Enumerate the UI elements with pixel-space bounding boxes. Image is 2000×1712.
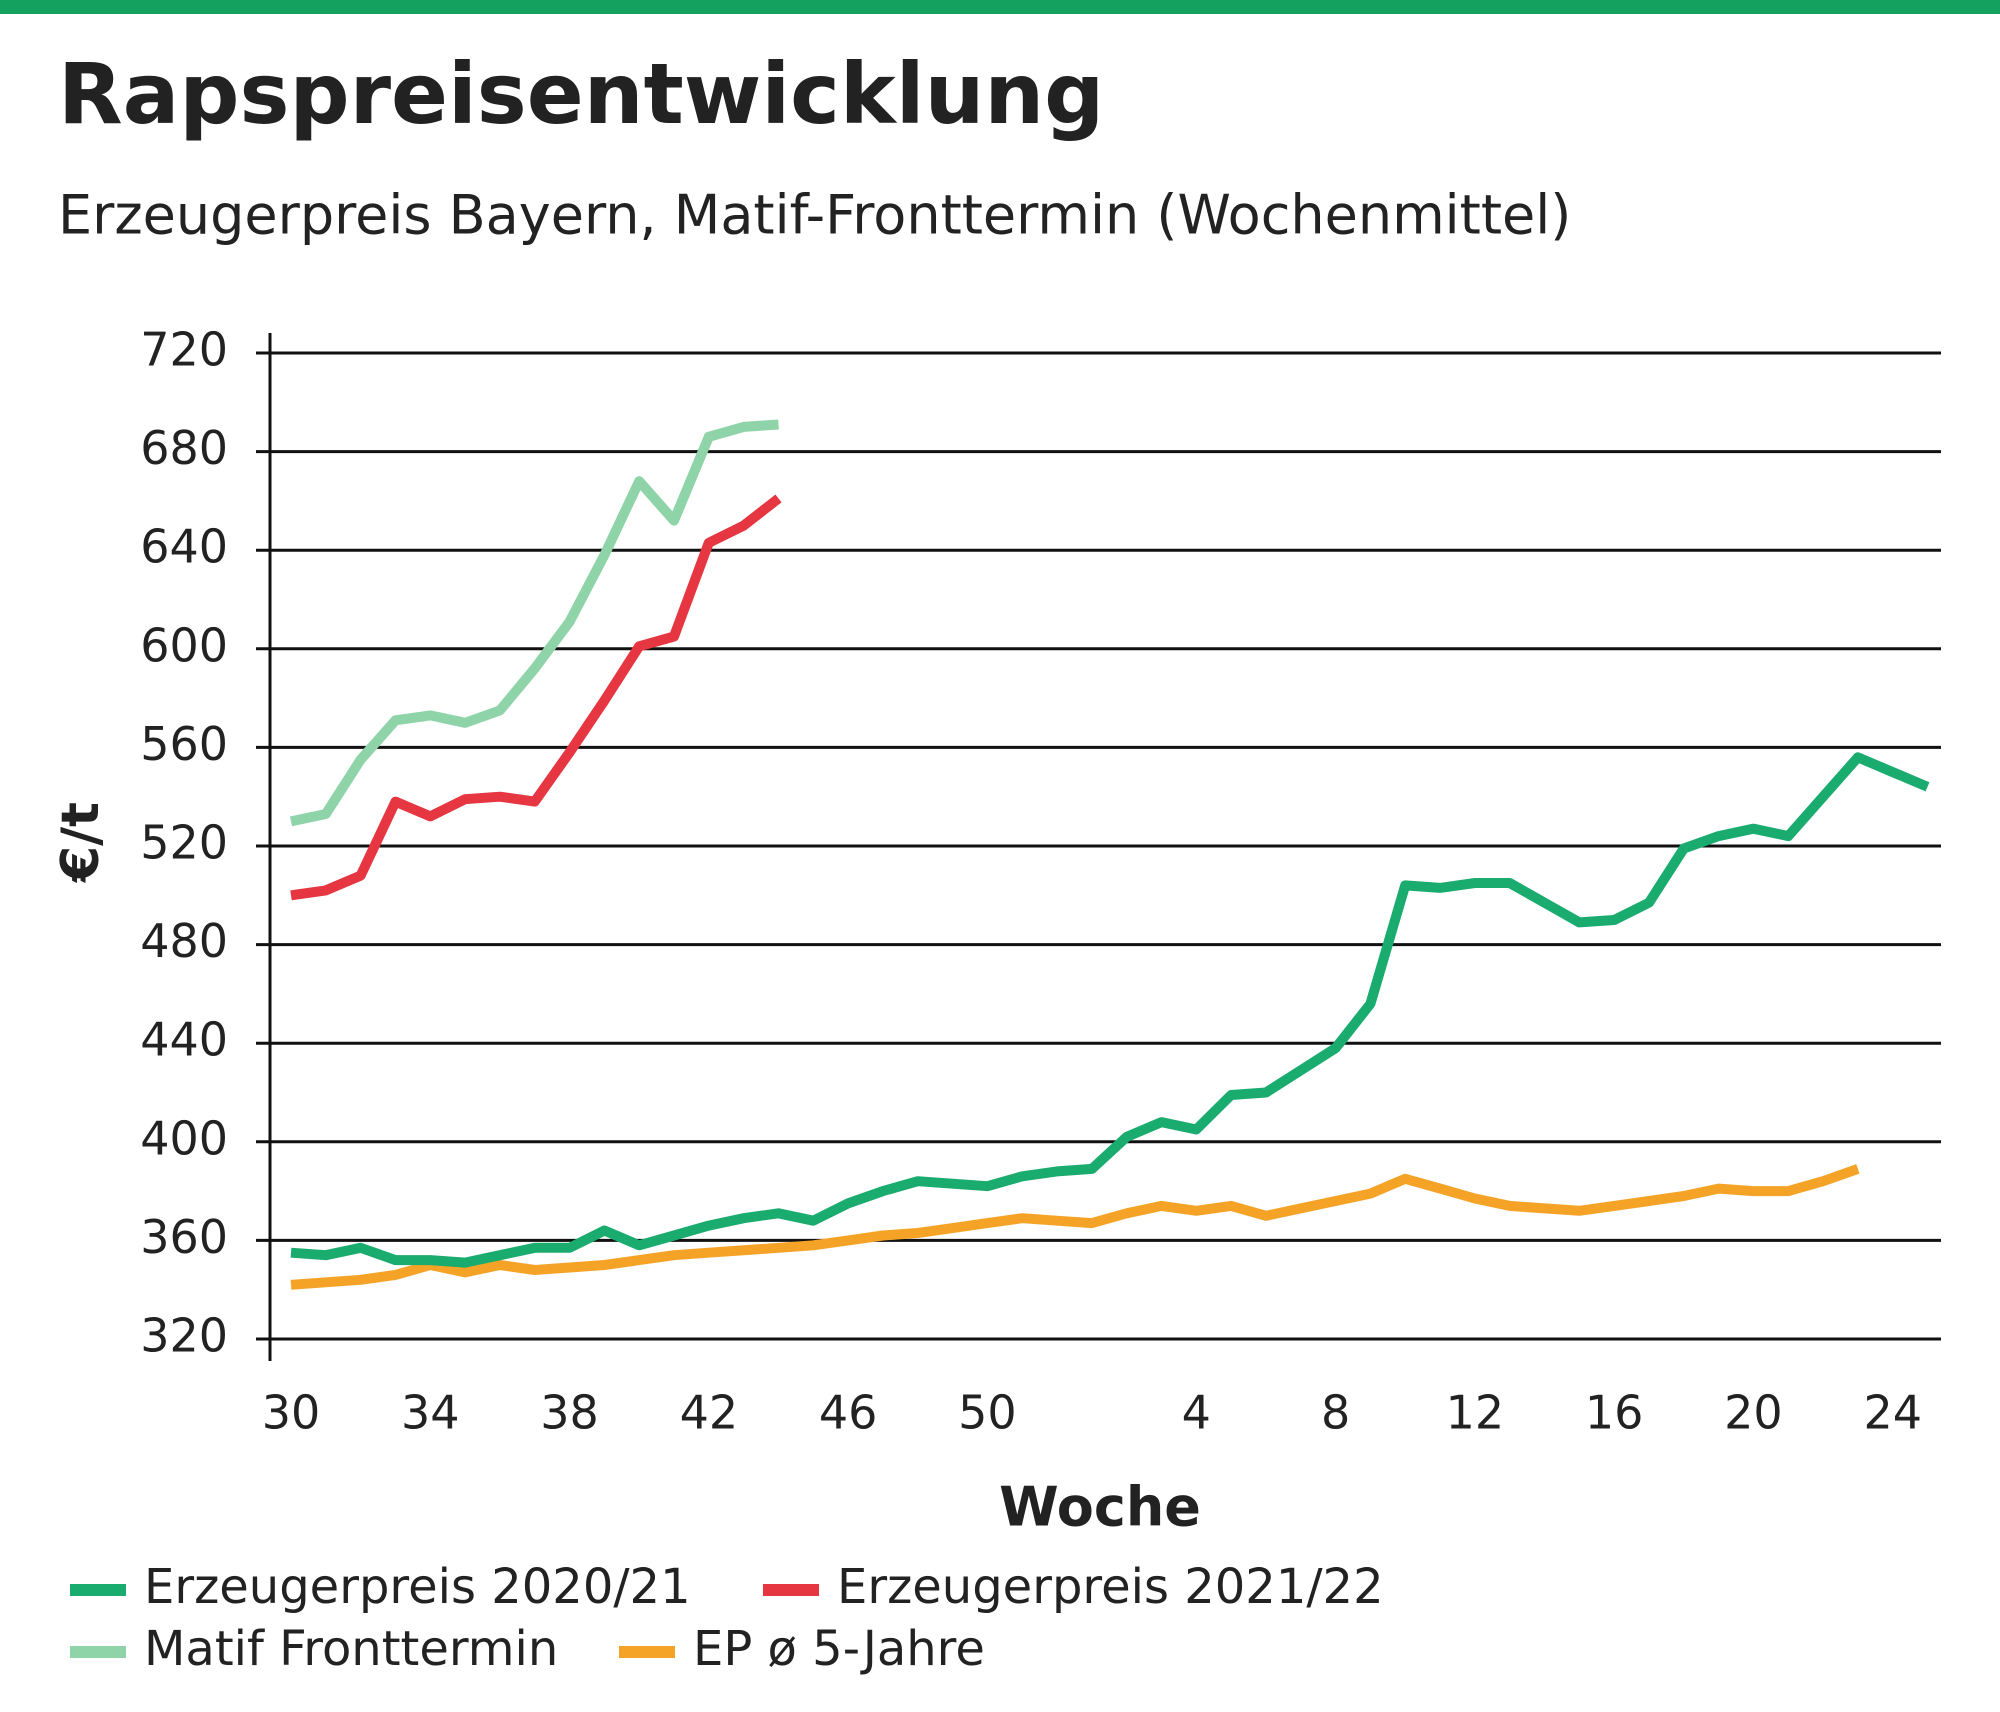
top-bar <box>0 0 2000 14</box>
y-tick-label: 680 <box>140 421 228 475</box>
x-tick-label: 34 <box>401 1386 460 1440</box>
y-tick-label: 520 <box>140 816 228 870</box>
x-tick-label: 8 <box>1321 1386 1350 1440</box>
y-tick-label: 640 <box>140 520 228 574</box>
y-axis-label: €/t <box>51 802 111 883</box>
x-axis-label: Woche <box>999 1476 1201 1539</box>
y-tick-label: 360 <box>140 1210 228 1264</box>
legend-label: Erzeugerpreis 2021/22 <box>837 1559 1384 1615</box>
y-tick-label: 560 <box>140 717 228 771</box>
x-tick-label: 30 <box>262 1386 321 1440</box>
x-tick-label: 16 <box>1585 1386 1644 1440</box>
y-tick-label: 440 <box>140 1013 228 1067</box>
x-tick-label: 38 <box>540 1386 599 1440</box>
x-tick-label: 4 <box>1182 1386 1211 1440</box>
legend-label: Matif Fronttermin <box>144 1621 558 1677</box>
y-tick-label: 320 <box>140 1309 228 1363</box>
y-tick-label: 720 <box>140 323 228 377</box>
chart-title: Rapspreisentwicklung <box>58 45 1104 143</box>
series-line <box>289 419 779 827</box>
series-line <box>290 494 782 901</box>
chart-subtitle: Erzeugerpreis Bayern, Matif-Fronttermin … <box>58 184 1571 247</box>
series-line <box>290 752 1930 1268</box>
x-tick-label: 12 <box>1446 1386 1505 1440</box>
series-line <box>290 1164 1860 1290</box>
legend-label: EP ø 5-Jahre <box>693 1621 985 1677</box>
x-tick-label: 20 <box>1724 1386 1783 1440</box>
x-tick-label: 42 <box>680 1386 739 1440</box>
y-tick-label: 400 <box>140 1111 228 1165</box>
legend-label: Erzeugerpreis 2020/21 <box>144 1559 691 1615</box>
x-tick-label: 50 <box>958 1386 1017 1440</box>
x-tick-label: 24 <box>1863 1386 1922 1440</box>
y-tick-label: 480 <box>140 914 228 968</box>
x-tick-label: 46 <box>819 1386 878 1440</box>
y-tick-label: 600 <box>140 618 228 672</box>
